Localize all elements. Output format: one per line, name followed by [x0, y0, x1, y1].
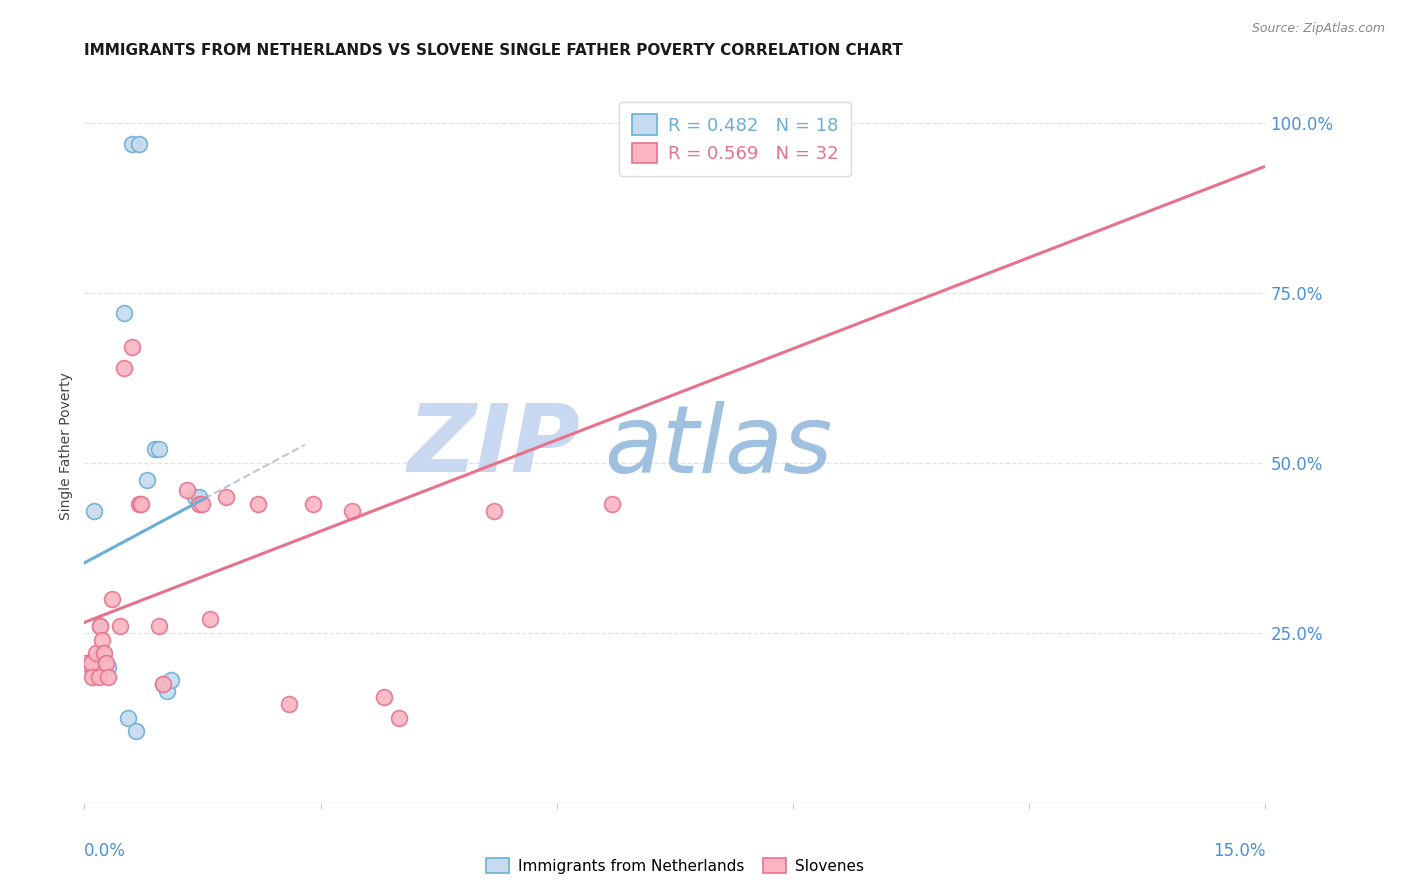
Point — [373, 690, 395, 705]
Text: atlas: atlas — [605, 401, 832, 491]
Point — [83, 503, 105, 517]
Point — [200, 612, 222, 626]
Point — [90, 646, 112, 660]
Point — [340, 503, 363, 517]
Point — [96, 657, 118, 671]
Point — [108, 619, 131, 633]
Point — [278, 698, 301, 712]
Text: 0.0%: 0.0% — [84, 842, 127, 860]
Point — [187, 497, 209, 511]
Point — [160, 673, 183, 688]
Text: Source: ZipAtlas.com: Source: ZipAtlas.com — [1251, 22, 1385, 36]
Text: IMMIGRANTS FROM NETHERLANDS VS SLOVENE SINGLE FATHER POVERTY CORRELATION CHART: IMMIGRANTS FROM NETHERLANDS VS SLOVENE S… — [84, 43, 903, 58]
Point — [93, 646, 115, 660]
Point — [143, 442, 166, 457]
Point — [97, 660, 120, 674]
Point — [191, 497, 214, 511]
Point — [121, 136, 143, 151]
Text: ZIP: ZIP — [408, 400, 581, 492]
Point — [87, 670, 110, 684]
Point — [90, 632, 112, 647]
Point — [75, 657, 97, 671]
Point — [156, 683, 179, 698]
Legend: R = 0.482   N = 18, R = 0.569   N = 32: R = 0.482 N = 18, R = 0.569 N = 32 — [619, 102, 851, 176]
Point — [246, 497, 269, 511]
Point — [388, 711, 411, 725]
Point — [187, 490, 209, 504]
Point — [148, 442, 170, 457]
Point — [482, 503, 505, 517]
Point — [129, 497, 152, 511]
Point — [124, 724, 146, 739]
Point — [152, 677, 174, 691]
Point — [82, 670, 104, 684]
Point — [148, 619, 170, 633]
Y-axis label: Single Father Poverty: Single Father Poverty — [59, 372, 73, 520]
Point — [830, 116, 852, 130]
Point — [89, 619, 111, 633]
Legend: Immigrants from Netherlands, Slovenes: Immigrants from Netherlands, Slovenes — [479, 852, 870, 880]
Point — [301, 497, 323, 511]
Point — [121, 341, 143, 355]
Point — [600, 497, 623, 511]
Point — [97, 670, 120, 684]
Text: 15.0%: 15.0% — [1213, 842, 1265, 860]
Point — [128, 136, 150, 151]
Point — [176, 483, 198, 498]
Point — [215, 490, 238, 504]
Point — [112, 306, 135, 320]
Point — [117, 711, 139, 725]
Point — [101, 591, 124, 606]
Point — [152, 677, 174, 691]
Point — [84, 646, 107, 660]
Point — [79, 657, 101, 671]
Point — [136, 473, 159, 487]
Point — [75, 663, 97, 677]
Point — [128, 497, 150, 511]
Point — [89, 619, 111, 633]
Point — [112, 360, 135, 375]
Point — [183, 490, 205, 504]
